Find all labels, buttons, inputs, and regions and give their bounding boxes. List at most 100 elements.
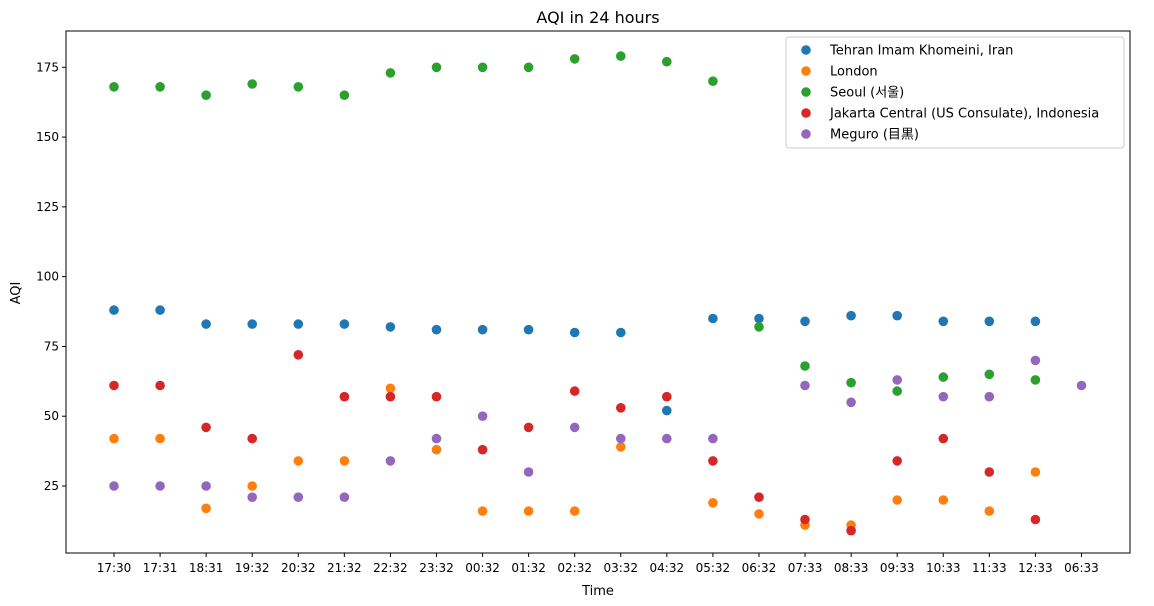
data-point [247, 319, 257, 329]
data-point [708, 498, 718, 508]
data-point [984, 391, 995, 402]
x-tick-label: 03:32 [603, 561, 638, 575]
data-point [523, 422, 534, 433]
axes: 17:30 17:31 18:31 19:32 20:32 21:32 22:32 23:32… [36, 30, 1131, 575]
data-point [754, 313, 764, 324]
data-point [477, 62, 488, 73]
data-point [662, 56, 672, 67]
plot-frame [65, 30, 1131, 554]
legend-marker [801, 129, 811, 139]
data-point [247, 492, 257, 503]
data-point [293, 350, 304, 360]
data-point [431, 62, 442, 73]
data-point [708, 456, 718, 466]
data-point [662, 391, 672, 402]
data-point [1076, 380, 1087, 391]
data-point [109, 481, 119, 491]
y-tick-label: 150 [36, 130, 59, 144]
x-tick-label: 00:32 [465, 561, 500, 575]
data-point [892, 386, 902, 396]
legend-label: Tehran Imam Khomeini, Iran [829, 44, 1013, 59]
data-point [339, 456, 350, 466]
series-4 [109, 355, 1087, 503]
y-tick-label: 125 [36, 200, 59, 214]
data-point [385, 322, 396, 332]
x-tick-label: 08:33 [834, 561, 869, 575]
data-point [1030, 375, 1041, 385]
legend-label: Jakarta Central (US Consulate), Indonesi… [829, 107, 1099, 122]
data-point [616, 403, 626, 413]
x-tick-label: 23:32 [419, 561, 454, 575]
data-point [569, 506, 580, 516]
data-point [431, 391, 442, 402]
series-1 [109, 383, 1041, 530]
y-tick-label: 50 [44, 409, 59, 423]
data-point [708, 433, 718, 444]
data-point [616, 433, 626, 444]
data-point [846, 310, 856, 321]
data-point [201, 481, 211, 491]
data-point [247, 481, 257, 491]
data-point [201, 90, 211, 100]
data-point [477, 444, 488, 455]
data-point [800, 514, 810, 525]
data-point [523, 506, 534, 516]
data-point [339, 319, 350, 329]
legend-marker [801, 66, 811, 76]
data-point [293, 492, 304, 503]
data-point [1030, 514, 1041, 525]
data-point [616, 442, 626, 452]
legend-label: Seoul (서울) [830, 86, 904, 101]
data-point [569, 386, 580, 396]
data-point [616, 51, 626, 61]
data-point [800, 361, 810, 371]
data-point [569, 422, 580, 433]
data-point [477, 324, 488, 335]
data-point [155, 305, 165, 315]
data-point [109, 305, 119, 315]
data-point [754, 509, 764, 519]
data-point [385, 383, 396, 394]
data-point [109, 82, 119, 92]
data-point [984, 467, 995, 477]
data-point [477, 411, 488, 422]
plot-area [109, 51, 1087, 536]
data-point [339, 90, 350, 100]
data-point [569, 327, 580, 338]
data-point [708, 76, 718, 86]
y-tick-label: 25 [44, 479, 59, 493]
data-point [385, 456, 396, 466]
x-tick-label: 11:33 [972, 561, 1007, 575]
series-3 [109, 350, 1041, 536]
data-point [293, 456, 304, 466]
data-point [1030, 355, 1041, 366]
data-point [109, 433, 119, 444]
legend-label: Meguro (目黒) [830, 128, 919, 143]
data-point [201, 422, 211, 433]
data-point [523, 467, 534, 477]
x-tick-label: 06:32 [742, 561, 777, 575]
legend-box [785, 36, 1125, 149]
data-point [800, 316, 810, 327]
data-point [201, 503, 211, 514]
data-point [984, 369, 995, 380]
data-point [431, 444, 442, 455]
data-point [938, 316, 949, 327]
data-point [662, 405, 672, 416]
x-tick-label: 12:33 [1018, 561, 1053, 575]
data-point [523, 324, 534, 335]
data-point [247, 433, 257, 444]
data-point [984, 316, 995, 327]
data-point [385, 68, 396, 78]
data-point [616, 327, 626, 338]
x-axis-label: Time [581, 584, 614, 599]
data-point [754, 322, 764, 332]
legend-marker [801, 45, 811, 55]
data-point [569, 54, 580, 64]
y-tick-label: 75 [44, 339, 59, 353]
data-point [431, 433, 442, 444]
y-axis-label: AQI [9, 282, 24, 305]
x-tick-label: 21:32 [327, 561, 362, 575]
y-tick-label: 175 [36, 60, 59, 74]
